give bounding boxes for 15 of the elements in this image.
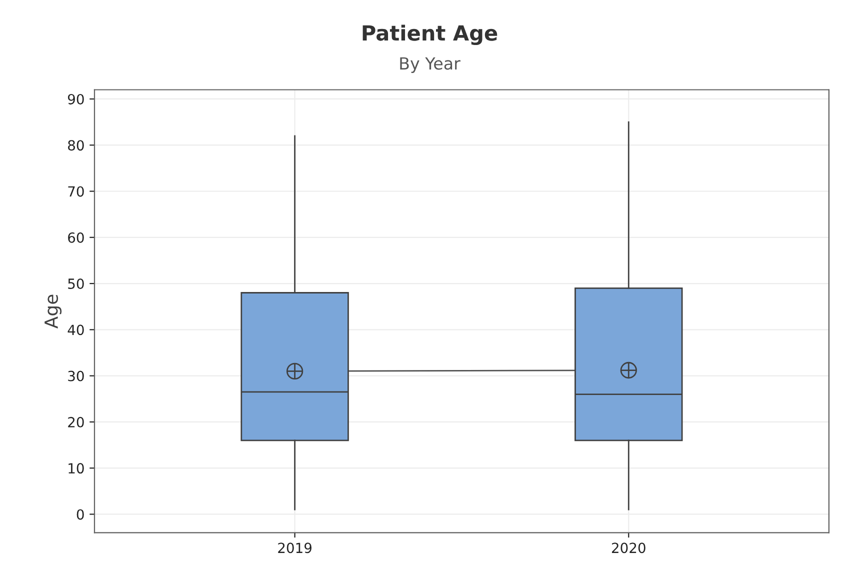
chart-title: Patient Age: [362, 24, 498, 46]
y-tick-label: 30: [68, 370, 84, 382]
y-tick-label: 50: [68, 278, 84, 290]
y-tick-label: 90: [68, 94, 84, 104]
y-tick-label: 60: [68, 232, 84, 243]
y-tick-label: 10: [68, 463, 84, 474]
chart-subtitle: By Year: [400, 57, 460, 73]
x-tick-label: 2019: [278, 542, 312, 554]
x-tick-label: 2020: [612, 542, 646, 554]
y-axis-title: Age: [44, 294, 62, 329]
y-tick-label: 70: [68, 186, 84, 197]
y-tick-label: 0: [76, 509, 84, 520]
y-tick-label: 40: [68, 324, 84, 336]
y-tick-label: 80: [68, 140, 84, 151]
y-tick-label: 20: [68, 416, 84, 428]
